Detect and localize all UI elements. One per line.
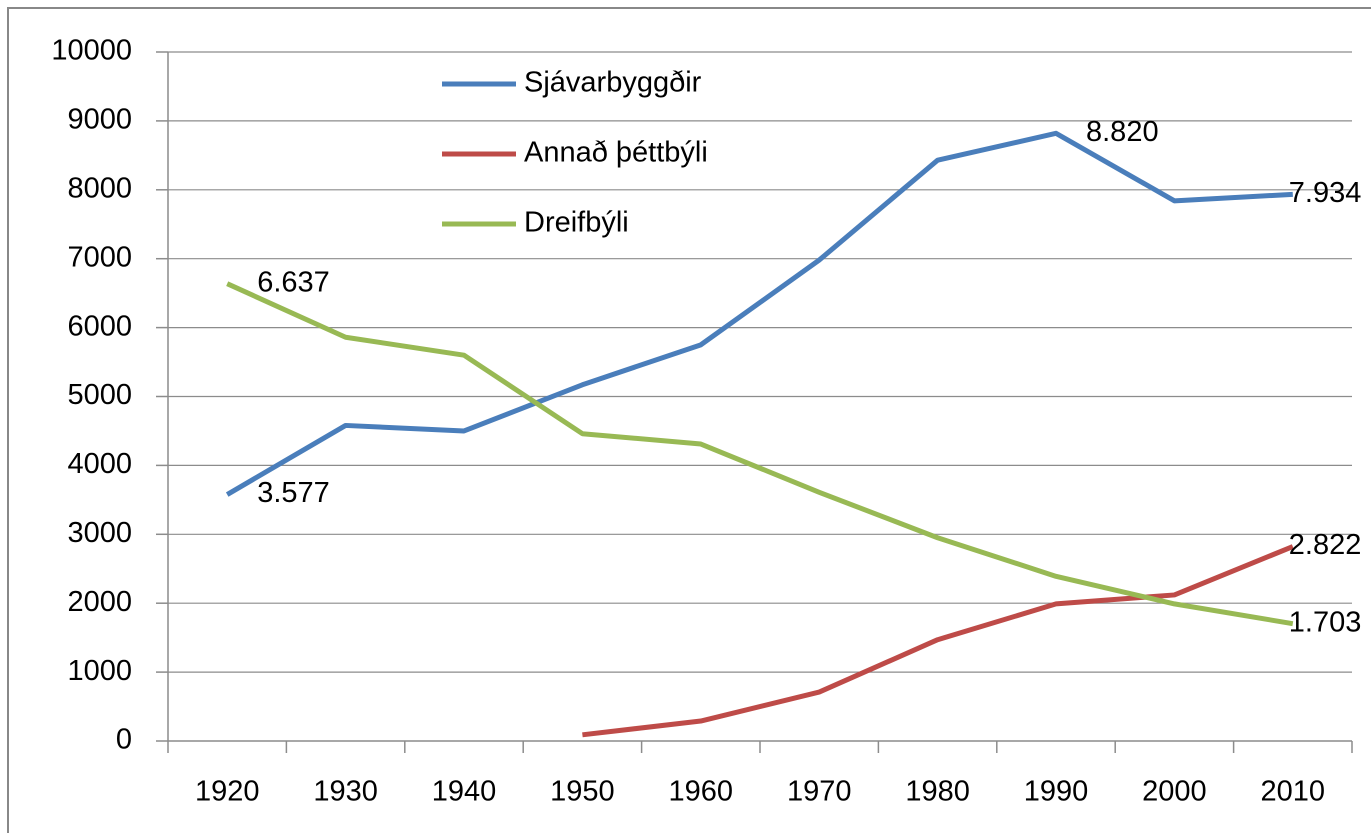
y-tick-label: 6000 — [67, 310, 132, 342]
y-tick-label: 0 — [116, 724, 132, 756]
data-label: 2.822 — [1289, 529, 1362, 561]
y-tick-label: 8000 — [67, 172, 132, 204]
data-label: 1.703 — [1289, 606, 1362, 638]
data-label: 8.820 — [1086, 116, 1159, 148]
data-label: 7.934 — [1289, 177, 1362, 209]
x-tick-label: 1940 — [432, 776, 497, 808]
x-tick-label: 1990 — [1024, 776, 1089, 808]
y-tick-label: 2000 — [67, 586, 132, 618]
x-tick-label: 1950 — [550, 776, 615, 808]
x-tick-label: 2010 — [1261, 776, 1326, 808]
y-tick-label: 1000 — [67, 655, 132, 687]
x-tick-label: 1980 — [905, 776, 970, 808]
y-tick-label: 10000 — [51, 35, 132, 67]
y-tick-label: 3000 — [67, 517, 132, 549]
x-tick-label: 1960 — [669, 776, 734, 808]
x-tick-label: 2000 — [1142, 776, 1207, 808]
data-label: 3.577 — [257, 477, 330, 509]
series-line — [225, 130, 1293, 497]
x-tick-label: 1970 — [787, 776, 852, 808]
series-line — [226, 281, 1294, 627]
y-tick-label: 7000 — [67, 241, 132, 273]
y-tick-label: 4000 — [67, 448, 132, 480]
legend-label: Sjávarbyggðir — [524, 67, 702, 99]
x-tick-label: 1920 — [195, 776, 260, 808]
legend-label: Dreifbýli — [524, 207, 629, 239]
y-tick-label: 5000 — [67, 379, 132, 411]
series-line — [582, 544, 1294, 738]
data-label: 6.637 — [257, 266, 330, 298]
x-tick-label: 1930 — [313, 776, 378, 808]
legend-label: Annað þéttbýli — [524, 137, 708, 169]
chart-frame — [7, 7, 1371, 833]
y-tick-label: 9000 — [67, 104, 132, 136]
